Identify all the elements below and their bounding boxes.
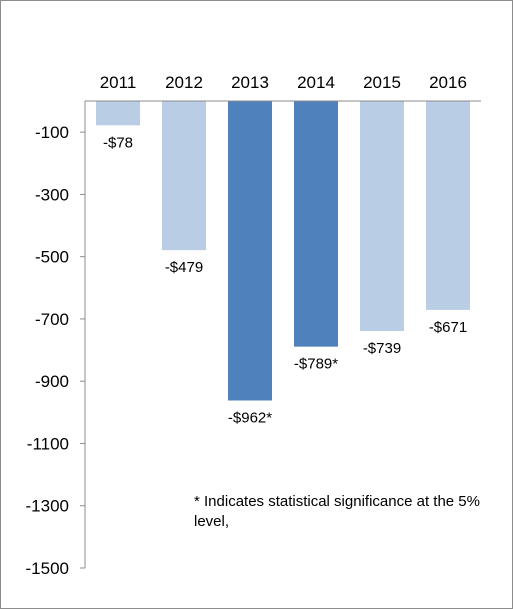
x-tick-label-2014: 2014 xyxy=(297,73,335,92)
data-label-2016: -$671 xyxy=(429,319,467,336)
x-tick-label-2013: 2013 xyxy=(231,73,269,92)
data-label-2012: -$479 xyxy=(165,259,203,276)
y-tick-label--100: -100 xyxy=(35,123,69,142)
y-tick-label--300: -300 xyxy=(35,185,69,204)
data-label-2015: -$739 xyxy=(363,340,401,357)
bar-2014 xyxy=(294,101,338,347)
x-tick-label-2011: 2011 xyxy=(100,73,137,92)
y-tick-label--500: -500 xyxy=(35,248,69,267)
bar-2016 xyxy=(426,101,470,310)
bar-2013 xyxy=(228,101,272,401)
data-label-2011: -$78 xyxy=(103,134,133,151)
y-tick-label--900: -900 xyxy=(35,372,69,391)
data-label-2013: -$962* xyxy=(228,410,272,427)
y-tick-label--1500: -1500 xyxy=(26,559,69,578)
x-tick-label-2015: 2015 xyxy=(363,73,401,92)
significance-footnote: * Indicates statistical significance at … xyxy=(194,493,480,530)
bar-2012 xyxy=(162,101,206,251)
x-tick-label-2012: 2012 xyxy=(165,73,203,92)
y-tick-label--1300: -1300 xyxy=(26,497,69,516)
bar-2011 xyxy=(96,101,140,126)
x-tick-label-2016: 2016 xyxy=(429,73,467,92)
y-tick-label--1100: -1100 xyxy=(27,434,69,453)
y-tick-label--700: -700 xyxy=(35,310,69,329)
data-label-2014: -$789* xyxy=(294,356,338,373)
bar-2015 xyxy=(360,101,404,332)
